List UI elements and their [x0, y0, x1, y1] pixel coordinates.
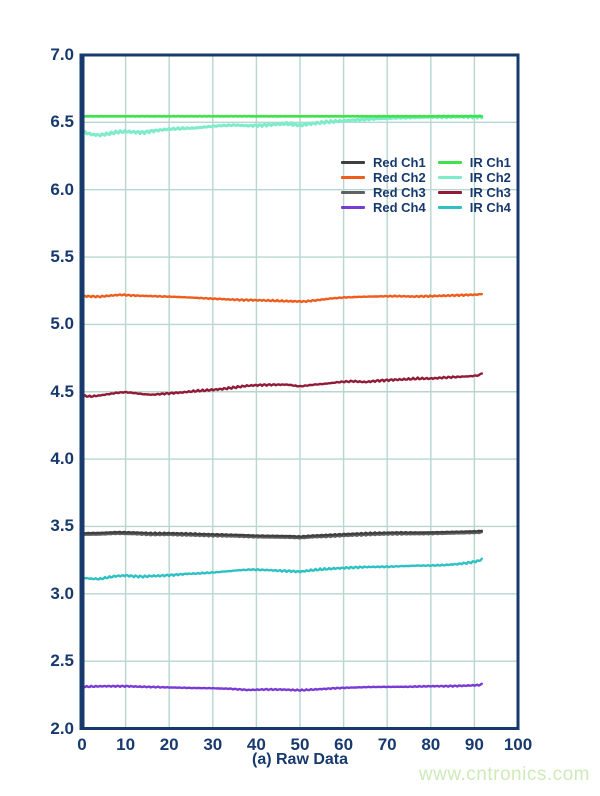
legend-item-ir-ch4: IR Ch4 [437, 200, 511, 215]
y-tick-label: 3.5 [50, 516, 74, 536]
y-tick-label: 2.0 [50, 718, 74, 738]
axis-caption: (a) Raw Data [251, 751, 349, 768]
series-line-ir-ch4 [80, 557, 483, 581]
y-tick-label: 5.0 [50, 314, 74, 334]
y-tick-label: 3.0 [50, 583, 74, 603]
series-line-red-ch4 [80, 682, 483, 692]
series-line-ir-ch2 [80, 114, 484, 138]
x-tick-label: 20 [159, 735, 179, 754]
legend-label: IR Ch4 [469, 200, 511, 215]
x-tick-label: 80 [421, 735, 441, 754]
legend-item-red-ch3: Red Ch3 [341, 185, 426, 200]
legend-label: Red Ch2 [373, 170, 426, 185]
x-tick-label: 70 [377, 735, 397, 754]
legend-swatch-red-ch4 [341, 206, 365, 209]
watermark: www.cntronics.com [418, 764, 590, 785]
y-tick-label: 6.5 [50, 112, 74, 132]
legend-item-ir-ch1: IR Ch1 [437, 155, 511, 170]
legend-swatch-red-ch2 [341, 176, 365, 179]
legend-swatch-red-ch1 [341, 161, 365, 164]
legend-swatch-ir-ch4 [437, 206, 462, 209]
x-tick-label: 0 [77, 735, 87, 754]
x-tick-label: 50 [290, 735, 310, 754]
legend-item-ir-ch3: IR Ch3 [437, 185, 511, 200]
x-tick-label: 10 [116, 735, 136, 754]
y-tick-label: 4.5 [50, 381, 74, 401]
x-tick-label: 30 [203, 735, 223, 754]
legend-label: Red Ch1 [373, 155, 426, 170]
legend-swatch-red-ch3 [341, 191, 365, 194]
grid-lines [82, 55, 518, 729]
legend-item-ir-ch2: IR Ch2 [437, 170, 511, 185]
legend-label: Red Ch3 [373, 185, 426, 200]
x-tick-label: 60 [334, 735, 354, 754]
plot-border [79, 53, 520, 730]
x-tick-label: 100 [503, 735, 533, 754]
legend-item-red-ch4: Red Ch4 [341, 200, 426, 215]
y-tick-label: 5.5 [50, 247, 74, 267]
series-lines [80, 114, 484, 692]
series-line-red-ch2 [80, 292, 483, 304]
legend-swatch-ir-ch1 [437, 161, 462, 164]
y-tick-label: 6.0 [50, 179, 74, 199]
legend-item-red-ch2: Red Ch2 [341, 170, 426, 185]
y-tick-label: 2.5 [50, 651, 74, 671]
legend: Red Ch1 IR Ch1 Red Ch2 IR Ch2 Red Ch3 IR Ch3 R… [341, 155, 511, 215]
legend-label: IR Ch2 [469, 170, 511, 185]
legend-label: IR Ch3 [469, 185, 511, 200]
x-tick-label: 90 [464, 735, 484, 754]
legend-swatch-ir-ch3 [437, 191, 462, 194]
y-tick-label: 4.0 [50, 449, 74, 469]
legend-label: Red Ch4 [373, 200, 426, 215]
y-tick-label: 7.0 [50, 45, 74, 64]
series-line-red-ch1 [80, 529, 483, 538]
legend-swatch-ir-ch2 [437, 176, 462, 179]
legend-item-red-ch1: Red Ch1 [341, 155, 426, 170]
x-tick-label: 40 [246, 735, 266, 754]
series-line-ir-ch3 [80, 372, 483, 399]
legend-label: IR Ch1 [469, 155, 511, 170]
